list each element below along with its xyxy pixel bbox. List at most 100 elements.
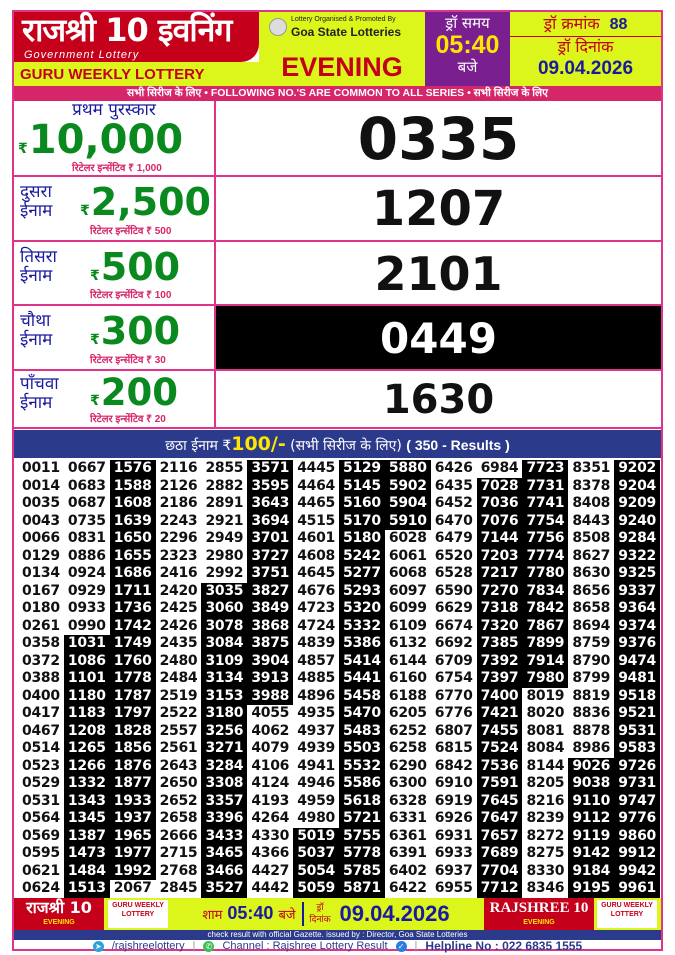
result-number: 1856 xyxy=(109,740,156,758)
result-number: 7704 xyxy=(476,862,523,881)
result-number: 8081 xyxy=(526,722,565,739)
result-number: 2650 xyxy=(159,775,198,792)
result-number: 6331 xyxy=(388,810,427,827)
result-number: 7217 xyxy=(476,565,523,583)
result-number: 3913 xyxy=(247,670,294,688)
results-count: ( 350 - Results ) xyxy=(406,437,510,453)
result-number: 4676 xyxy=(297,582,335,599)
draw-date-label: ड्रॉ दिनांक xyxy=(557,37,614,56)
result-number: 1787 xyxy=(109,687,156,706)
result-number: 2484 xyxy=(159,670,198,687)
result-number: 5277 xyxy=(339,565,385,583)
result-number: 8239 xyxy=(526,810,565,827)
prize-amount: 300 xyxy=(100,309,181,353)
contact-bar: ➤ /rajshreelottery | ✆ Channel : Rajshre… xyxy=(14,940,661,952)
prize-row-4: चौथा ईनाम ₹300 रिटेलर इन्सेंटिव ₹ 30 044… xyxy=(14,306,661,371)
result-number: 6470 xyxy=(434,512,473,529)
result-number: 6328 xyxy=(388,792,427,809)
result-number: 7536 xyxy=(476,757,523,776)
result-number: 9481 xyxy=(614,670,660,688)
result-number: 9374 xyxy=(614,617,660,636)
result-number: 5037 xyxy=(293,845,339,863)
result-number: 7731 xyxy=(522,477,569,496)
result-number: 4515 xyxy=(297,512,335,529)
result-number: 6754 xyxy=(434,670,473,687)
result-number: 0417 xyxy=(22,705,60,722)
sixth-prize-label: छठा ईनाम ₹ xyxy=(165,438,232,454)
whatsapp-channel[interactable]: Channel : Rajshree Lottery Result xyxy=(222,940,388,952)
retailer-incentive: रिटेलर इन्सेंटिव ₹ 30 xyxy=(90,355,166,366)
result-number: 0624 xyxy=(22,880,60,897)
lottery-title: राजश्री 10 इवनिंग xyxy=(22,11,232,49)
result-number: 4124 xyxy=(251,775,290,792)
result-number: 6807 xyxy=(434,722,473,739)
prize-number: 0449 xyxy=(214,306,661,369)
result-number: 9860 xyxy=(614,827,660,846)
result-number: 7397 xyxy=(476,670,523,688)
result-number: 9337 xyxy=(614,582,660,601)
result-number: 7028 xyxy=(476,477,523,496)
result-number: 0683 xyxy=(67,477,106,494)
result-number: 1387 xyxy=(63,827,110,846)
result-number: 4062 xyxy=(251,722,290,739)
result-number: 5332 xyxy=(339,617,385,636)
result-number: 0595 xyxy=(22,845,60,862)
prize-label: पाँचवा ईनाम xyxy=(20,374,59,413)
result-number: 2323 xyxy=(159,547,198,564)
result-number: 6937 xyxy=(434,862,473,879)
result-number: 2992 xyxy=(205,565,244,582)
result-number: 3078 xyxy=(201,617,248,636)
prize-row-3: तिसरा ईनाम ₹500 रिटेलर इन्सेंटिव ₹ 100 2… xyxy=(14,242,661,306)
result-number: 5778 xyxy=(339,845,385,863)
result-number: 4946 xyxy=(297,775,335,792)
result-number: 9726 xyxy=(614,757,660,776)
brand-header: राजश्री 10 इवनिंग Government Lottery xyxy=(14,12,259,62)
result-number: 0372 xyxy=(22,652,60,669)
prize-number: 1207 xyxy=(214,177,661,240)
footer-date: 09.04.2026 xyxy=(339,901,450,926)
result-number: 1686 xyxy=(109,565,156,583)
draw-date: 09.04.2026 xyxy=(537,58,634,79)
result-number: 7657 xyxy=(476,827,523,846)
result-number: 3465 xyxy=(201,845,248,863)
result-number: 6955 xyxy=(434,880,473,897)
result-number: 4601 xyxy=(297,530,335,547)
telegram-link[interactable]: /rajshreelottery xyxy=(111,940,185,952)
result-number: 3571 xyxy=(247,460,294,478)
result-number: 3153 xyxy=(201,687,248,706)
result-number: 6258 xyxy=(388,740,427,757)
result-number: 3751 xyxy=(247,565,294,583)
result-number: 4445 xyxy=(297,460,335,476)
result-number: 6160 xyxy=(388,670,427,687)
result-number: 3060 xyxy=(201,600,248,618)
result-number: 6061 xyxy=(388,547,427,564)
result-number: 5386 xyxy=(339,635,385,653)
result-number: 1977 xyxy=(109,845,156,863)
result-number: 8836 xyxy=(572,705,611,722)
result-number: 6435 xyxy=(434,477,473,494)
result-number: 7914 xyxy=(522,652,569,671)
result-number: 3284 xyxy=(201,757,248,776)
page-frame xyxy=(12,10,663,951)
result-number: 2557 xyxy=(159,722,198,739)
result-number: 5586 xyxy=(339,775,385,793)
result-number: 1031 xyxy=(63,635,110,653)
result-number: 1992 xyxy=(109,862,156,881)
result-number: 8275 xyxy=(526,845,565,862)
rupee-icon: ₹ xyxy=(80,203,90,219)
divider: | xyxy=(192,940,196,952)
result-number: 9731 xyxy=(614,775,660,793)
result-number: 1797 xyxy=(109,705,156,723)
result-number: 5910 xyxy=(384,512,431,531)
prize-label: प्रथम पुरस्कार xyxy=(72,100,156,120)
result-number: 0180 xyxy=(22,600,60,617)
result-number: 7741 xyxy=(522,495,569,513)
prize-label: तिसरा ईनाम xyxy=(20,247,57,286)
helpline: Helpline No : 022 6835 1555 xyxy=(425,939,583,953)
result-number: 4959 xyxy=(297,792,335,809)
result-number: 4264 xyxy=(251,810,290,827)
result-number: 3875 xyxy=(247,635,294,653)
result-number: 0564 xyxy=(22,810,60,827)
sixth-prize-amount: 100/- xyxy=(231,433,286,455)
result-number: 1711 xyxy=(109,582,156,601)
